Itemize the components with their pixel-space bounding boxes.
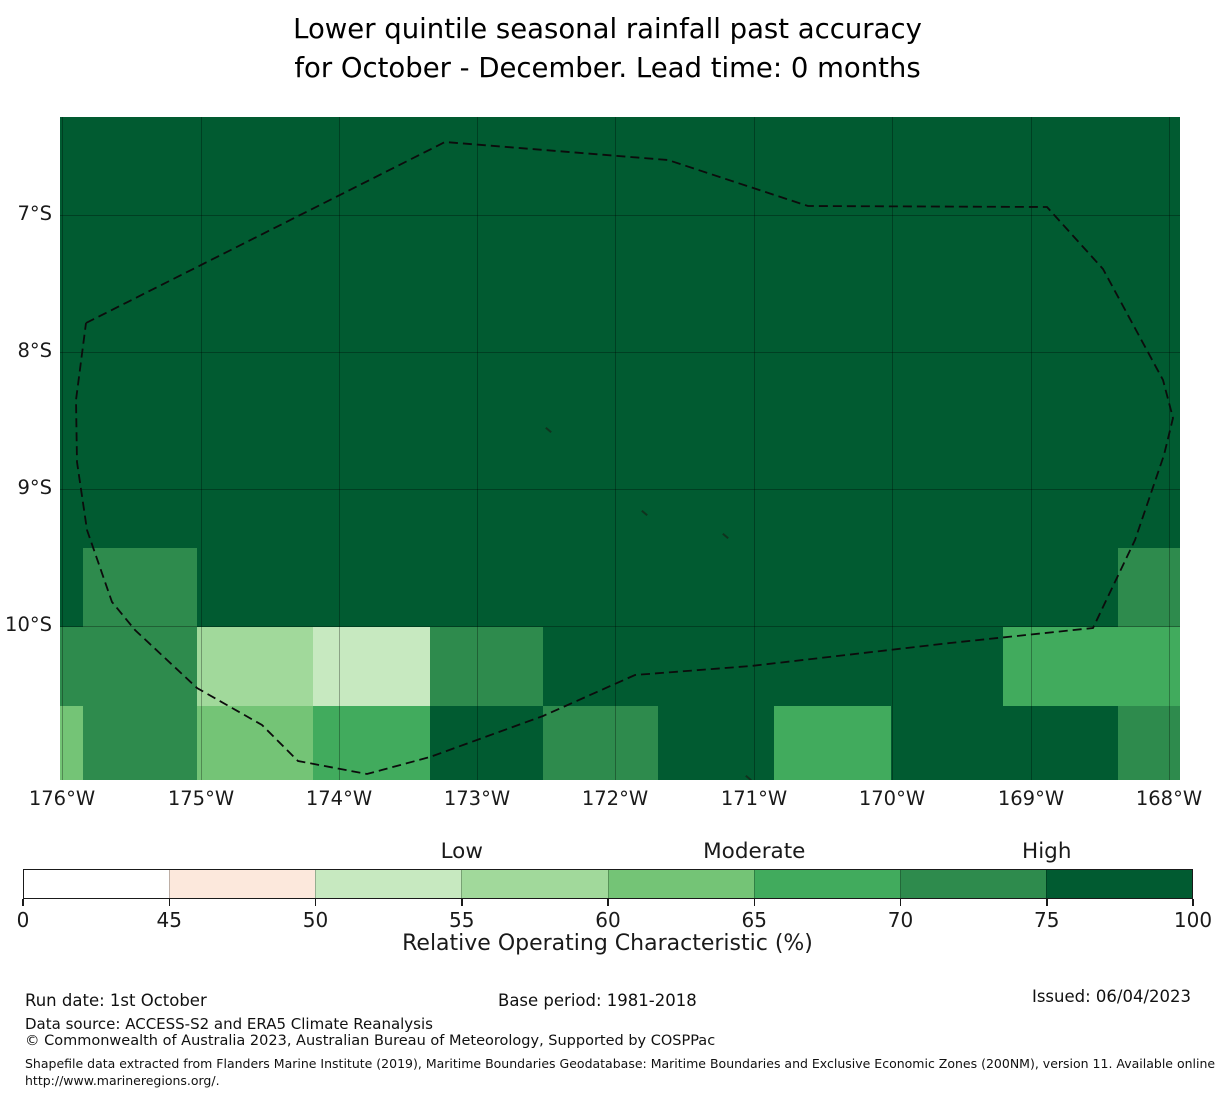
y-tick-label: 10°S — [5, 613, 52, 636]
map-cell-roc-50-55 — [313, 627, 430, 706]
colorbar-tick-label: 0 — [16, 908, 30, 932]
gridline-vertical — [201, 117, 202, 780]
colorbar-tick-mark — [168, 899, 170, 906]
map-cell-roc-60-65 — [197, 706, 313, 780]
footer-shapefile-line2: http://www.marineregions.org/. — [25, 1073, 220, 1088]
map-cell-roc-70-75 — [83, 706, 197, 780]
colorbar-segment-45-50 — [169, 870, 316, 898]
colorbar-tick-mark — [461, 899, 463, 906]
footer-data-source: Data source: ACCESS-S2 and ERA5 Climate … — [25, 1015, 433, 1033]
colorbar-segment-65-70 — [753, 870, 900, 898]
gridline-horizontal — [60, 352, 1180, 353]
map-cell-roc-60-65 — [60, 706, 83, 780]
x-tick-label: 168°W — [1135, 787, 1203, 810]
gridline-vertical — [1169, 117, 1170, 780]
colorbar-segment-0-45 — [24, 870, 170, 898]
colorbar-tick-mark — [1046, 899, 1048, 906]
colorbar-segment-70-75 — [899, 870, 1046, 898]
gridline-vertical — [1031, 117, 1032, 780]
colorbar — [23, 869, 1193, 899]
colorbar-tick-label: 45 — [156, 908, 182, 932]
x-tick-label: 170°W — [858, 787, 926, 810]
gridline-vertical — [477, 117, 478, 780]
footer-run-date: Run date: 1st October — [25, 991, 207, 1010]
x-tick-label: 171°W — [720, 787, 788, 810]
map-cell-roc-70-75 — [430, 627, 543, 706]
map-cell-roc-55-60 — [197, 627, 313, 706]
figure-title-line2: for October - December. Lead time: 0 mon… — [294, 52, 921, 84]
colorbar-tick-mark — [314, 899, 317, 906]
footer-issued: Issued: 06/04/2023 — [1031, 987, 1191, 1006]
colorbar-tick-mark — [607, 899, 609, 906]
colorbar-zone-label-high: High — [1022, 839, 1072, 864]
colorbar-segment-75-100 — [1045, 870, 1192, 898]
colorbar-tick-label: 50 — [302, 908, 329, 932]
gridline-horizontal — [60, 489, 1180, 490]
y-tick-label: 7°S — [17, 202, 52, 225]
gridline-vertical — [615, 117, 616, 780]
colorbar-segment-60-65 — [607, 870, 754, 898]
eez-boundary-layer — [75, 141, 1174, 775]
colorbar-tick-label: 60 — [595, 908, 621, 932]
x-tick-label: 172°W — [581, 787, 649, 810]
x-tick-label: 176°W — [28, 787, 96, 810]
colorbar-zone-label-low: Low — [440, 839, 483, 864]
gridline-vertical — [339, 117, 340, 780]
footer-base-period: Base period: 1981-2018 — [498, 991, 697, 1010]
colorbar-tick-label: 100 — [1173, 908, 1213, 932]
gridline-horizontal — [60, 215, 1180, 216]
map-cell-roc-70-75 — [543, 706, 658, 780]
figure-title-line1: Lower quintile seasonal rainfall past ac… — [293, 13, 922, 45]
footer-copyright: © Commonwealth of Australia 2023, Austra… — [25, 1033, 716, 1049]
colorbar-axis-label: Relative Operating Characteristic (%) — [402, 931, 813, 956]
x-tick-label: 175°W — [167, 787, 235, 810]
colorbar-tick-mark — [753, 899, 755, 906]
map-cell-roc-65-70 — [774, 706, 891, 780]
map-cell-roc-70-75 — [60, 627, 197, 706]
gridline-vertical — [754, 117, 755, 780]
colorbar-tick-mark — [22, 899, 24, 906]
gridline-horizontal — [60, 626, 1180, 627]
map-canvas — [60, 117, 1180, 780]
colorbar-tick-label: 70 — [887, 908, 914, 932]
colorbar-tick-label: 55 — [449, 908, 475, 932]
colorbar-segment-55-60 — [461, 870, 608, 898]
y-tick-label: 8°S — [17, 339, 52, 362]
x-tick-label: 174°W — [305, 787, 373, 810]
colorbar-tick-mark — [1192, 899, 1194, 906]
gridline-vertical — [62, 117, 63, 780]
map-cell-roc-65-70 — [1003, 627, 1180, 706]
eez-boundary — [75, 141, 1174, 775]
colorbar-tick-mark — [899, 899, 902, 906]
colorbar-tick-label: 65 — [741, 908, 767, 932]
gridline-vertical — [892, 117, 893, 780]
x-tick-label: 173°W — [443, 787, 511, 810]
colorbar-zone-label-moderate: Moderate — [703, 839, 806, 864]
x-tick-label: 169°W — [997, 787, 1065, 810]
y-tick-label: 9°S — [17, 476, 52, 499]
map-cell-roc-70-75 — [1118, 548, 1180, 627]
footer-shapefile-line1: Shapefile data extracted from Flanders M… — [25, 1056, 1215, 1071]
map-cell-roc-70-75 — [1118, 706, 1180, 780]
map-cell-roc-70-75 — [83, 548, 197, 627]
figure-title: Lower quintile seasonal rainfall past ac… — [0, 10, 1215, 88]
colorbar-segment-50-55 — [315, 870, 462, 898]
colorbar-tick-label: 75 — [1034, 908, 1060, 932]
